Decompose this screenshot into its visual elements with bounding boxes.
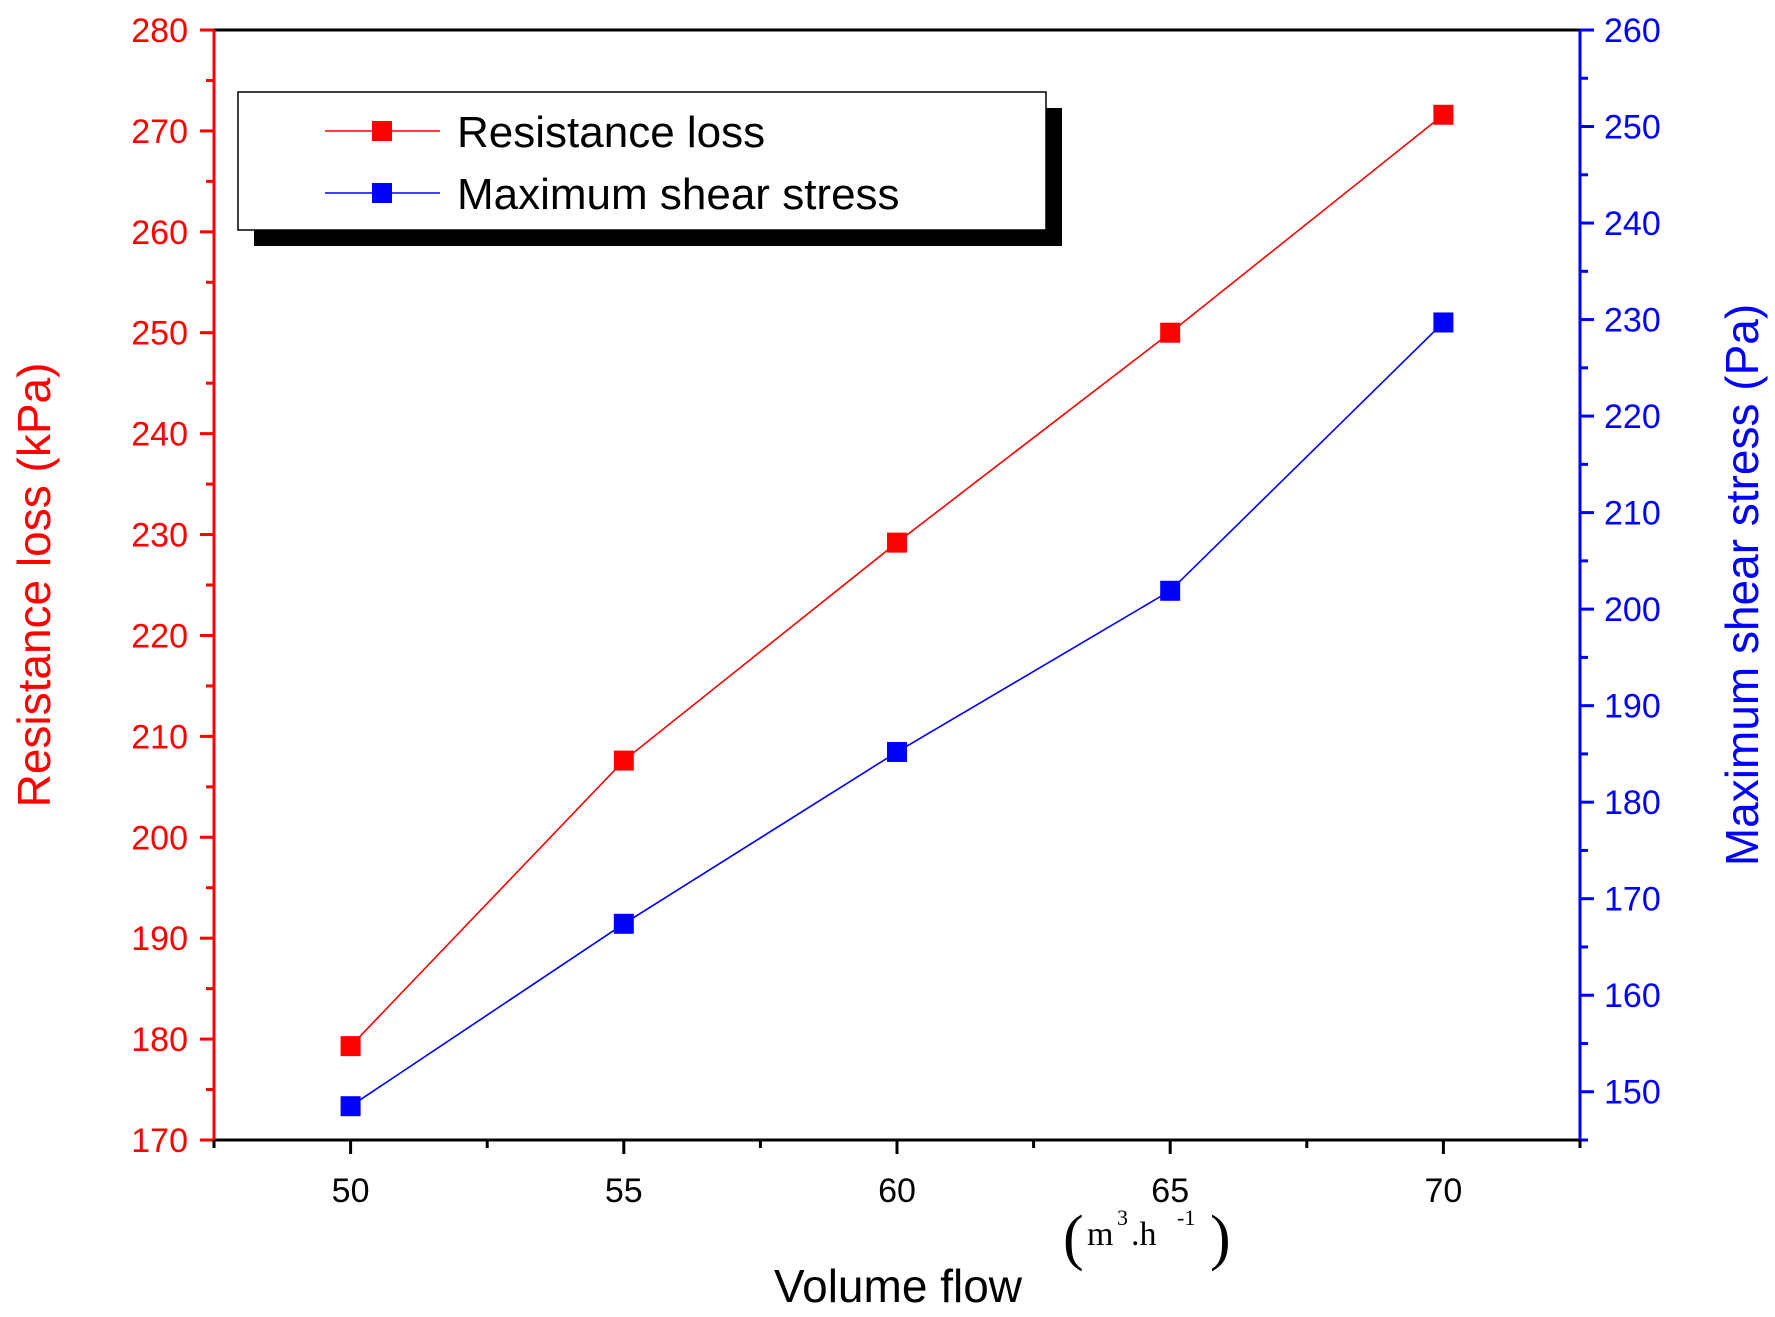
tick-labels: 170 180 190 200 210 220 230 240 250 260 270 280 150 1… (131, 12, 1660, 1210)
unit-close-paren: ) (1210, 1204, 1231, 1272)
right-tick-label: 150 (1604, 1074, 1661, 1112)
data-point-1 (613, 913, 634, 934)
left-tick-label: 210 (131, 718, 188, 756)
unit-sup-3: 3 (1117, 1205, 1128, 1230)
left-tick-label: 240 (131, 416, 188, 454)
data-point-0 (1433, 104, 1454, 125)
left-tick-label: 180 (131, 1021, 188, 1059)
unit-sup-neg1: -1 (1177, 1205, 1195, 1230)
left-axis-title: Resistance loss (kPa) (8, 363, 60, 808)
left-tick-label: 250 (131, 315, 188, 353)
legend-marker-resistance (372, 121, 392, 141)
left-tick-label: 220 (131, 617, 188, 655)
left-tick-label: 190 (131, 920, 188, 958)
legend-label-resistance: Resistance loss (457, 108, 765, 157)
data-point-1 (340, 1096, 361, 1117)
right-tick-label: 220 (1604, 398, 1661, 436)
x-axis-unit: ( m 3 .h -1 ) (1063, 1204, 1231, 1272)
unit-open-paren: ( (1063, 1204, 1084, 1272)
right-tick-label: 170 (1604, 881, 1661, 919)
data-point-1 (1160, 580, 1181, 601)
x-tick-label: 65 (1151, 1172, 1189, 1210)
data-point-0 (1160, 322, 1181, 343)
right-tick-label: 190 (1604, 688, 1661, 726)
series-layer (340, 104, 1454, 1117)
unit-m: m (1087, 1216, 1113, 1253)
right-axis-title: Maximum shear stress (Pa) (1716, 304, 1768, 866)
data-point-0 (340, 1036, 361, 1057)
right-tick-label: 240 (1604, 205, 1661, 243)
left-tick-label: 260 (131, 214, 188, 252)
legend-marker-shear (372, 183, 392, 203)
data-point-0 (613, 750, 634, 771)
left-tick-label: 230 (131, 517, 188, 555)
x-tick-label: 70 (1424, 1172, 1462, 1210)
data-point-1 (887, 741, 907, 762)
right-tick-label: 200 (1604, 591, 1661, 629)
right-tick-label: 160 (1604, 977, 1661, 1015)
x-axis-title: Volume flow (774, 1260, 1023, 1312)
right-tick-label: 260 (1604, 12, 1661, 50)
unit-h: .h (1131, 1216, 1157, 1253)
legend-box (237, 91, 1047, 231)
legend: Resistance loss Maximum shear stress (237, 91, 1062, 246)
right-tick-label: 230 (1604, 302, 1661, 340)
data-point-0 (887, 532, 907, 553)
left-tick-label: 200 (131, 819, 188, 857)
data-point-1 (1433, 312, 1454, 333)
x-tick-label: 55 (605, 1172, 643, 1210)
legend-label-shear: Maximum shear stress (457, 170, 900, 219)
left-tick-label: 170 (131, 1122, 188, 1160)
right-tick-label: 210 (1604, 495, 1661, 533)
x-tick-label: 60 (878, 1172, 916, 1210)
left-tick-label: 280 (131, 12, 188, 50)
left-tick-label: 270 (131, 113, 188, 151)
right-tick-label: 250 (1604, 109, 1661, 147)
right-tick-label: 180 (1604, 784, 1661, 822)
x-tick-label: 50 (332, 1172, 370, 1210)
